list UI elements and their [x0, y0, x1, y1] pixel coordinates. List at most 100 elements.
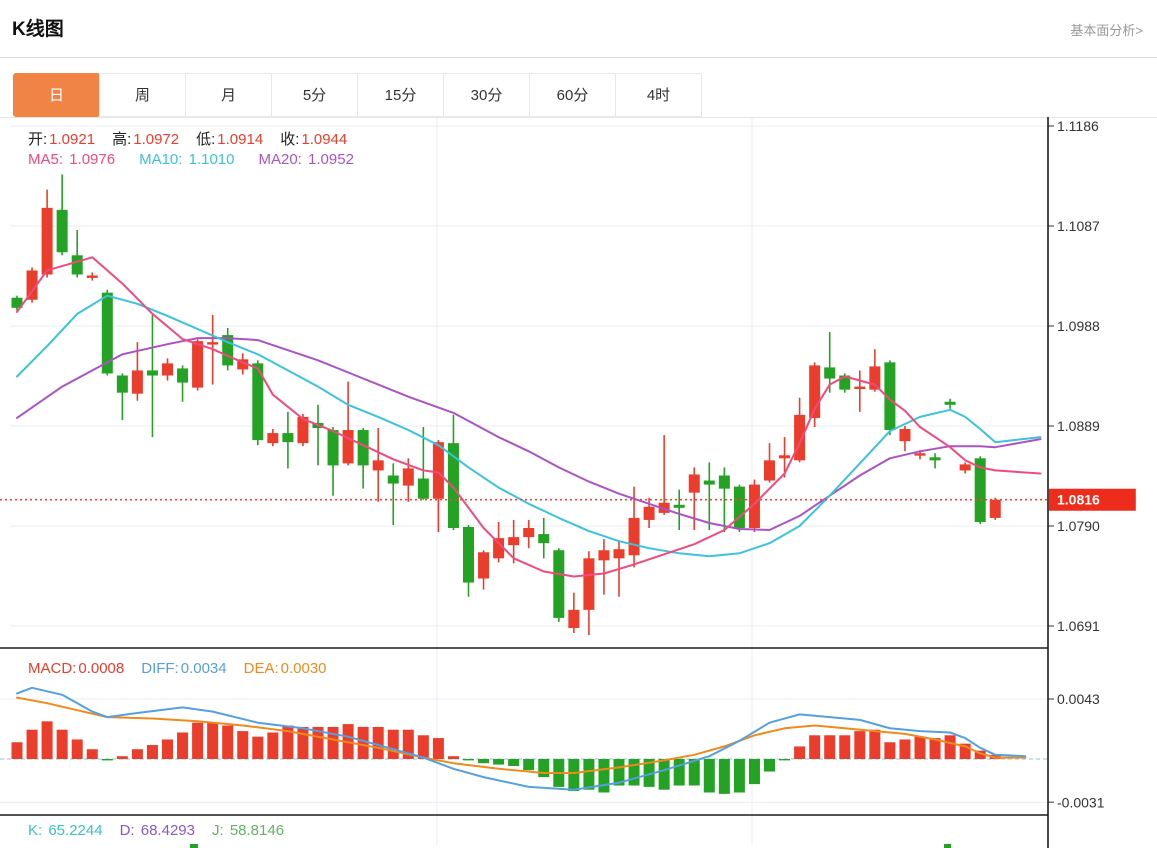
legend-ohlc-label: 低:: [196, 131, 216, 148]
macd-bar: [658, 759, 670, 790]
candle-body: [733, 486, 745, 529]
candle-body: [357, 430, 369, 466]
candle-body: [26, 270, 38, 300]
candle-body: [809, 365, 821, 418]
macd-bar: [297, 726, 309, 759]
macd-bar: [824, 735, 836, 759]
page-title: K线图: [12, 19, 64, 40]
candle-body: [688, 474, 700, 493]
candle-body: [162, 363, 173, 376]
tab-60min[interactable]: 60分: [529, 73, 616, 117]
candle-body: [101, 292, 113, 374]
macd-bar: [613, 759, 625, 786]
legend-ohlc-value: 1.0921: [49, 131, 96, 148]
candle-body: [583, 558, 595, 610]
candle-body: [86, 275, 98, 278]
legend-ohlc-value: 1.0944: [301, 131, 348, 148]
kdj-line-sliver: [190, 844, 198, 848]
candle-body: [899, 429, 911, 442]
macd-bar: [508, 759, 520, 766]
candle-body: [764, 460, 775, 481]
macd-bar: [402, 729, 414, 759]
candle-body: [568, 609, 580, 629]
legend-ohlc-item: 收: 1.0944: [280, 131, 347, 148]
legend-ohlc-value: 1.0972: [133, 131, 180, 148]
macd-bar: [116, 756, 128, 759]
candle-body: [116, 375, 128, 393]
candle-body: [929, 457, 941, 461]
macd-bar: [192, 722, 204, 759]
candle-body: [71, 255, 83, 275]
macd-bar: [688, 759, 700, 786]
legend-ohlc-label: 高:: [112, 131, 132, 148]
macd-bar: [568, 759, 580, 792]
candle-body: [598, 550, 610, 561]
candle-body: [839, 375, 851, 390]
tab-week[interactable]: 周: [99, 73, 186, 117]
legend-kdj-label: D:: [119, 822, 139, 839]
macd-bar: [131, 749, 143, 759]
ma10-line: [16, 294, 1042, 558]
tab-month[interactable]: 月: [185, 73, 272, 117]
fundamental-analysis-link[interactable]: 基本面分析>: [1070, 23, 1143, 38]
macd-bar: [222, 725, 234, 759]
candle-body: [131, 370, 143, 394]
legend-macd-value: 0.0034: [180, 660, 227, 677]
candle-body: [387, 475, 399, 484]
legend-ma-value: 1.0952: [308, 151, 354, 168]
candle-body: [177, 368, 189, 383]
macd-bar: [944, 735, 956, 759]
candle-body: [643, 506, 655, 520]
candle-body: [824, 367, 836, 379]
price-axis-label: 1.1087: [1057, 218, 1100, 234]
kdj-legend: K: 65.2244 D: 68.4293 J: 58.8146: [28, 822, 301, 839]
macd-bar: [372, 726, 384, 759]
tab-15min[interactable]: 15分: [357, 73, 444, 117]
legend-macd-value: 0.0030: [280, 660, 327, 677]
macd-bar: [56, 729, 68, 759]
diff-line: [16, 686, 1027, 791]
candle-body: [718, 475, 730, 489]
candle-body: [342, 430, 354, 464]
macd-bar: [914, 736, 926, 759]
interval-tabbar: 日周月 5分 15分 30分 60分 4时: [13, 73, 702, 117]
current-price-tag: [1048, 488, 1136, 511]
macd-bar: [71, 739, 83, 759]
legend-ohlc-item: 高: 1.0972: [112, 131, 179, 148]
tabbar-bottom-border: [0, 117, 1157, 118]
macd-bar: [929, 738, 941, 759]
macd-bar: [779, 759, 791, 761]
title-divider: [0, 57, 1157, 58]
legend-ohlc-label: 收:: [280, 131, 300, 148]
candle-body: [794, 414, 806, 461]
legend-macd-label: DIFF:: [141, 660, 179, 677]
legend-macd-item: DIFF: 0.0034: [141, 660, 226, 677]
candle-body: [748, 484, 760, 529]
tab-4hour[interactable]: 4时: [615, 73, 702, 117]
legend-ohlc-item: 开: 1.0921: [28, 131, 95, 148]
tab-5min[interactable]: 5分: [271, 73, 358, 117]
price-axis-label: 1.1186: [1057, 118, 1099, 134]
legend-ma-value: 1.0976: [69, 151, 116, 168]
candle-body: [493, 538, 505, 559]
candle-body: [478, 552, 490, 579]
macd-bar: [583, 759, 595, 790]
macd-bar: [357, 726, 369, 759]
candle-body: [959, 464, 971, 471]
macd-bar: [884, 742, 896, 759]
macd-bar: [162, 739, 173, 759]
macd-bar: [733, 759, 745, 793]
legend-macd-label: DEA:: [243, 660, 279, 677]
candle-body: [508, 537, 520, 546]
candle-body: [884, 362, 896, 431]
legend-kdj-label: J:: [211, 822, 228, 839]
tab-day[interactable]: 日: [13, 73, 100, 117]
legend-kdj-value: 58.8146: [229, 822, 285, 839]
tab-30min[interactable]: 30分: [443, 73, 530, 117]
candle-body: [252, 363, 264, 441]
candle-body: [944, 401, 956, 405]
macd-bar: [447, 756, 459, 759]
candle-body: [267, 433, 279, 444]
